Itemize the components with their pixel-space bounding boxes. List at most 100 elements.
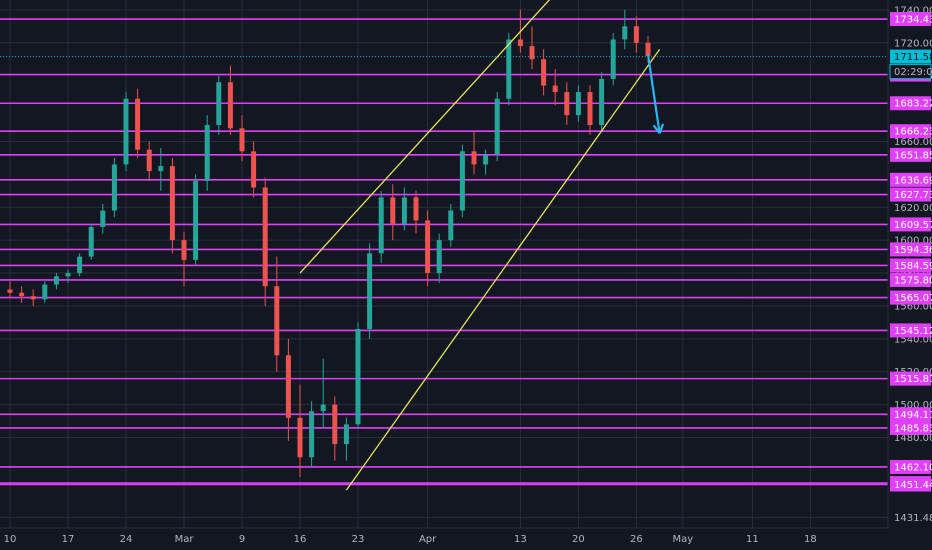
countdown-badge (889, 64, 932, 80)
candle-body (436, 240, 442, 274)
price-level-badge[interactable] (890, 172, 931, 187)
candle-body (65, 273, 71, 277)
price-level-badge[interactable] (890, 459, 931, 474)
candle (483, 149, 489, 175)
arrow-head[interactable] (658, 123, 665, 134)
candle (494, 92, 500, 162)
price-level-badge[interactable] (890, 187, 931, 202)
channel-upper-line[interactable] (299, 0, 555, 274)
candle (227, 65, 233, 135)
candle-body (645, 42, 651, 56)
price-level-badge[interactable] (890, 272, 931, 287)
time-tick-label: May (672, 534, 693, 545)
price-tick-label: 1480.000 (894, 433, 932, 444)
candle (169, 157, 175, 254)
price-level-badge[interactable] (890, 12, 931, 27)
candle (251, 141, 257, 198)
candle (471, 131, 477, 175)
candle (541, 49, 547, 96)
candle (216, 75, 222, 135)
candle-body (42, 284, 48, 300)
price-level-label: 1594.368 (894, 245, 932, 256)
time-tick-label: 9 (239, 534, 245, 545)
price-level-label: 1636.692 (894, 175, 932, 186)
time-tick-label: Apr (419, 534, 437, 545)
price-level-label: 1462.105 (894, 462, 932, 473)
price-level-badge[interactable] (890, 420, 931, 435)
current-price-badge[interactable] (890, 49, 931, 64)
time-tick-label: 26 (630, 534, 643, 545)
candle (401, 187, 407, 231)
price-level-label: 1515.817 (894, 374, 932, 385)
time-tick-label: 18 (804, 534, 817, 545)
candle-body (7, 289, 13, 293)
price-axis[interactable]: 1740.000 1720.000 1660.000 1620.000 1600.000… (887, 0, 932, 528)
price-level-badge[interactable] (890, 124, 931, 139)
time-tick-label: 13 (514, 534, 527, 545)
candle-body (309, 411, 315, 458)
candle (564, 82, 570, 126)
candle-body (494, 98, 500, 155)
candle (53, 273, 59, 290)
candle (100, 203, 106, 234)
price-level-label: 1627.730 (894, 190, 932, 201)
price-level-badge[interactable] (890, 242, 931, 257)
price-level-label: 1584.598 (894, 261, 932, 272)
ascending-channel[interactable] (299, 0, 661, 491)
price-level-label: 1683.229 (894, 99, 932, 110)
candle (30, 289, 36, 306)
candle (448, 203, 454, 247)
candle-body (587, 92, 593, 126)
price-level-badge[interactable] (890, 477, 931, 492)
candle (193, 174, 199, 265)
price-level-label: 1485.839 (894, 423, 932, 434)
price-level-badge[interactable] (890, 323, 931, 338)
price-level-label: 1734.439 (894, 15, 932, 26)
arrow-shaft[interactable] (646, 54, 661, 134)
price-level-badge[interactable] (890, 217, 931, 232)
candle (42, 281, 48, 303)
candle-body (135, 98, 141, 150)
candle-body (100, 210, 106, 227)
candle (552, 69, 558, 106)
price-level-badge[interactable] (890, 371, 931, 386)
candle (204, 115, 210, 191)
price-level-label: 1451.444 (894, 480, 932, 491)
price-level-badge[interactable] (890, 147, 931, 162)
price-level-badge[interactable] (890, 407, 931, 422)
candle-body (622, 26, 628, 40)
projection-arrow[interactable] (646, 54, 665, 134)
price-level-badge[interactable] (890, 258, 931, 273)
candle (262, 177, 268, 306)
arrow-head[interactable] (652, 124, 661, 134)
channel-lower-line[interactable] (345, 48, 661, 491)
candle (633, 16, 639, 53)
candle-body (19, 292, 25, 297)
candle-body (274, 286, 280, 356)
candle (285, 338, 291, 441)
time-tick-label: 11 (746, 534, 759, 545)
candle-body (181, 240, 187, 260)
candle-body (320, 404, 326, 412)
countdown-label: 02:29:06 (894, 67, 932, 78)
time-tick-label: 24 (120, 534, 133, 545)
time-tick-label: 16 (294, 534, 307, 545)
time-axis[interactable]: 10 17 24 Mar 9 16 23 Apr 13 20 26 May 11 18 (0, 527, 932, 550)
grid (0, 0, 888, 528)
candle-body (483, 154, 489, 165)
candle-body (506, 39, 512, 99)
candle-body (343, 424, 349, 445)
candle-body (459, 151, 465, 211)
price-level-label: 1565.072 (894, 293, 932, 304)
price-tick-label: 1560.000 (894, 301, 932, 312)
candle-body (193, 180, 199, 260)
price-level-badge[interactable] (890, 290, 931, 305)
candle-body (239, 128, 245, 152)
candle (65, 269, 71, 283)
price-levels[interactable] (0, 18, 888, 486)
price-level-badge[interactable] (890, 96, 931, 111)
candle (123, 92, 129, 172)
time-tick-label: 17 (62, 534, 75, 545)
candle (610, 32, 616, 86)
